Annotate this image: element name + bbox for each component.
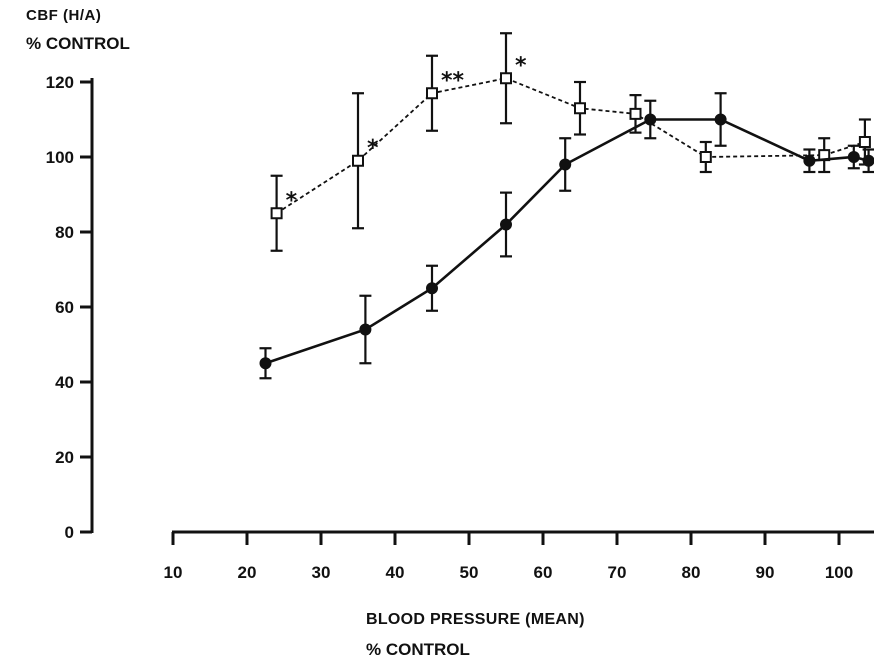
y-tick-label-0: 0 [65, 523, 74, 542]
series-1-line [265, 118, 869, 365]
x-tick-label-10: 10 [164, 563, 183, 582]
series-1-point-3 [500, 218, 512, 231]
series-0-point-8 [858, 136, 871, 148]
y-tick-label-80: 80 [55, 223, 74, 242]
series-0-point-1 [352, 154, 364, 167]
x-tick-label-40: 40 [386, 563, 405, 582]
x-tick-label-70: 70 [608, 563, 627, 582]
series-0-point-3 [500, 72, 512, 85]
series-1-point-2 [426, 282, 438, 295]
y-axis-label-line1: CBF (H/A) [26, 7, 102, 24]
series-0-point-5 [629, 107, 642, 120]
x-tick-label-50: 50 [460, 563, 479, 582]
series-1-point-1 [359, 323, 372, 336]
x-tick-label-20: 20 [238, 563, 257, 582]
x-tick-label-100: 100 [825, 563, 853, 582]
series-0-annotation-2: ** [441, 68, 465, 93]
series-1-point-4 [559, 158, 572, 171]
series-0-point-6 [699, 151, 712, 163]
series-1-point-6 [714, 113, 727, 126]
series-1-point-5 [644, 113, 657, 126]
x-axis-label-line1: BLOOD PRESSURE (MEAN) [366, 611, 585, 628]
series-0-point-2 [426, 87, 438, 100]
series-0-point-4 [574, 102, 586, 115]
series-1-point-0 [259, 357, 272, 370]
y-tick-label-100: 100 [46, 148, 74, 167]
x-tick-label-80: 80 [682, 563, 701, 582]
series-1-point-7 [803, 154, 816, 167]
series-1-point-9 [862, 154, 874, 167]
y-tick-label-20: 20 [55, 448, 74, 467]
y-axis-label-line2: % CONTROL [26, 34, 130, 53]
series-0-annotation-3: * [515, 53, 527, 78]
y-tick-label-60: 60 [55, 298, 74, 317]
x-axis-label-line2: % CONTROL [366, 640, 470, 659]
x-tick-label-30: 30 [312, 563, 331, 582]
x-tick-label-90: 90 [756, 563, 775, 582]
series-0: ***** [270, 32, 871, 252]
y-tick-label-120: 120 [46, 73, 74, 92]
series-0-annotation-1: * [367, 136, 379, 161]
x-tick-label-60: 60 [534, 563, 553, 582]
series-1 [259, 92, 874, 380]
series-1-point-8 [847, 151, 860, 163]
y-tick-label-40: 40 [55, 373, 74, 392]
series-0-point-0 [270, 207, 283, 220]
series-0-annotation-0: * [286, 188, 298, 213]
